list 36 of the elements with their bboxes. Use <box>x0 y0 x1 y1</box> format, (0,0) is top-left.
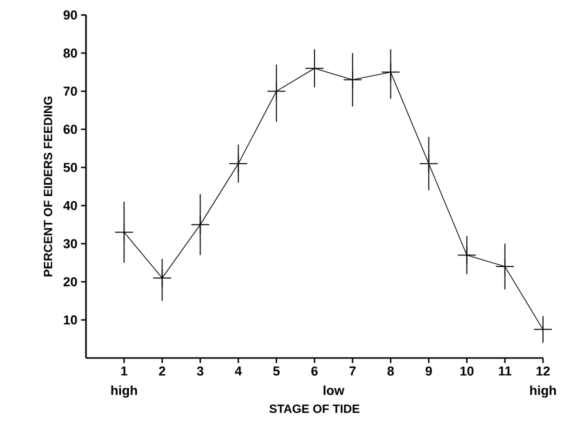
point <box>457 246 476 265</box>
point <box>495 257 514 276</box>
point <box>152 268 172 288</box>
y-tick-label: 90 <box>64 10 77 20</box>
point <box>381 62 400 82</box>
x-tick-label: 5 <box>273 366 280 376</box>
y-tick-label: 30 <box>63 239 77 248</box>
x-tick-label: 9 <box>426 366 432 376</box>
x-tick-label: 7 <box>350 366 356 376</box>
text: high <box>111 386 137 398</box>
x-tick-label: 4 <box>234 366 242 376</box>
y-tick-label: 80 <box>64 48 77 58</box>
x-tick-label: 3 <box>196 366 204 376</box>
x-tick-label: 10 <box>460 366 474 376</box>
x-tick-label: 11 <box>498 366 512 376</box>
x-tick-label: 2 <box>159 366 166 376</box>
y-tick-label: 50 <box>64 162 77 172</box>
point <box>114 222 134 242</box>
point <box>343 70 362 90</box>
y-tick-label: 70 <box>64 86 77 96</box>
y-tick-label: 10 <box>64 315 77 324</box>
text: high <box>530 386 556 398</box>
y-tick-label: 40 <box>63 200 77 210</box>
point <box>190 215 210 234</box>
point <box>266 82 286 101</box>
x-tick-label: 12 <box>536 366 550 376</box>
x-tick-label: 8 <box>387 366 394 376</box>
point <box>419 154 438 174</box>
y-tick-label: 20 <box>64 277 77 286</box>
point <box>228 154 248 174</box>
x-tick-label: 1 <box>121 366 128 376</box>
x-axis-title: STAGE OF TIDE <box>269 404 360 413</box>
x-tick-label: 6 <box>311 366 318 376</box>
y-axis-title: PERCENT OF EIDERS FEEDING <box>44 96 52 276</box>
text: low <box>324 386 344 396</box>
y-tick-label: 60 <box>64 124 77 134</box>
